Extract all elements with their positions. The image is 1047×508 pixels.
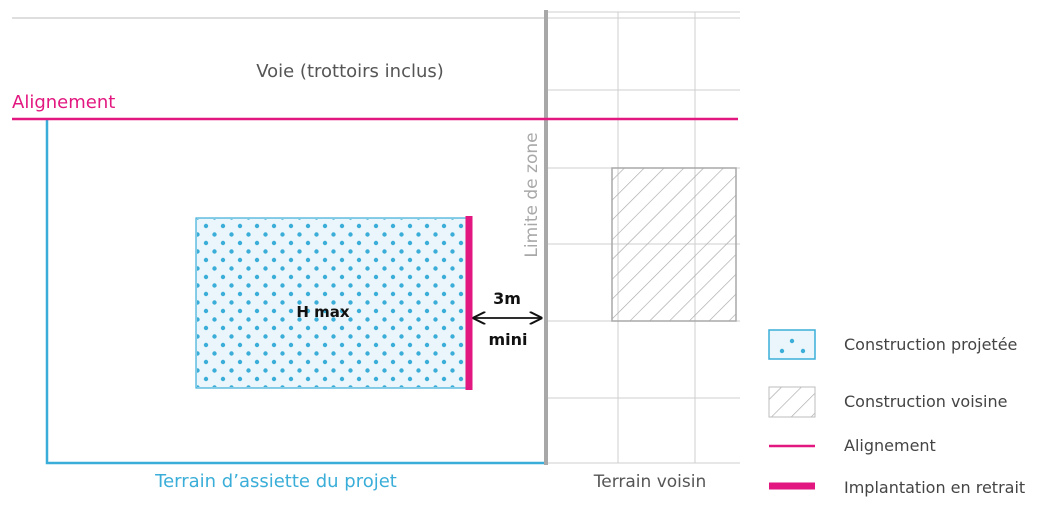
legend-dot-icon (779, 348, 785, 354)
neighbor-construction (611, 167, 737, 322)
legend-dotted-box-icon (768, 329, 816, 360)
legend-label: Construction voisine (844, 392, 1007, 411)
legend-item-projected: Construction projetée (768, 329, 1017, 360)
zone-limit-label: Limite de zone (522, 132, 542, 257)
legend-label: Construction projetée (844, 335, 1017, 354)
legend-dot-icon (789, 338, 795, 344)
legend-label: Alignement (844, 436, 936, 455)
distance-value-label: 3m (493, 289, 521, 308)
project-plot-outline (45, 120, 546, 465)
projected-construction-dots (197, 219, 468, 387)
distance-qualifier-label: mini (488, 330, 527, 349)
legend-label: Implantation en retrait (844, 478, 1025, 497)
road-label: Voie (trottoirs inclus) (256, 61, 444, 82)
alignment-label: Alignement (12, 92, 115, 113)
legend-hatched-box-icon (768, 386, 816, 418)
legend: Construction projetée Construction voisi… (768, 329, 1025, 497)
legend-item-neighbor: Construction voisine (768, 386, 1007, 418)
project-plot-label: Terrain d’assiette du projet (154, 471, 397, 492)
legend-dot-icon (800, 348, 806, 354)
legend-item-setback: Implantation en retrait (769, 478, 1025, 497)
height-max-label: H max (296, 303, 350, 321)
legend-item-alignment: Alignement (769, 436, 936, 455)
neighbor-plot-label: Terrain voisin (593, 472, 707, 492)
